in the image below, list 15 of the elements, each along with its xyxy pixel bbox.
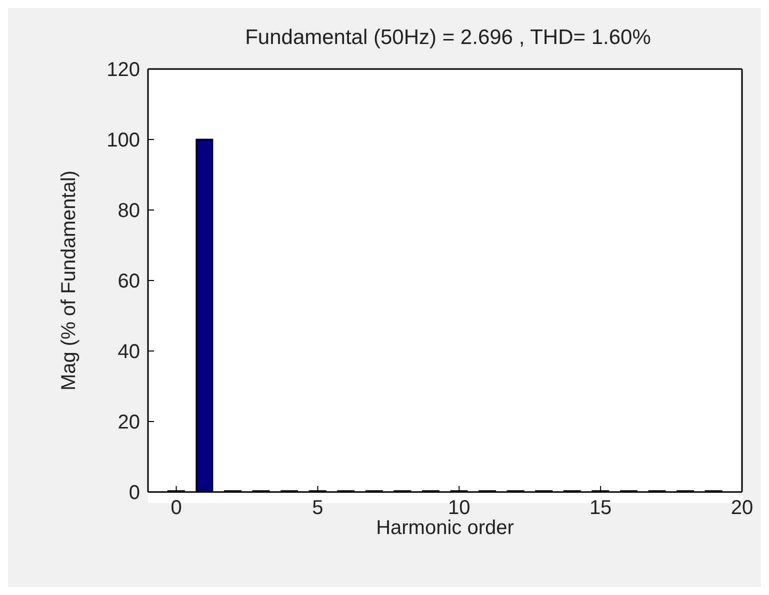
- x-tick-label: 10: [448, 497, 470, 520]
- y-tick-label: 60: [118, 270, 140, 293]
- y-tick-label: 100: [106, 130, 140, 152]
- y-tick-label: 20: [118, 412, 140, 434]
- chart-title: Fundamental (50Hz) = 2.696 , THD= 1.60%: [244, 26, 652, 50]
- y-tick-label: 120: [106, 59, 140, 82]
- x-tick-label: 0: [170, 497, 182, 520]
- y-tick-label: 0: [128, 482, 140, 504]
- y-tick-label: 40: [118, 341, 140, 364]
- x-tick-label: 15: [589, 497, 612, 520]
- x-axis-title: Harmonic order: [376, 517, 514, 539]
- y-tick-label: 80: [118, 200, 140, 222]
- x-tick-label: 5: [312, 497, 324, 520]
- y-axis-title: Mag (% of Fundamental): [58, 170, 80, 391]
- x-tick-label: 20: [730, 497, 754, 520]
